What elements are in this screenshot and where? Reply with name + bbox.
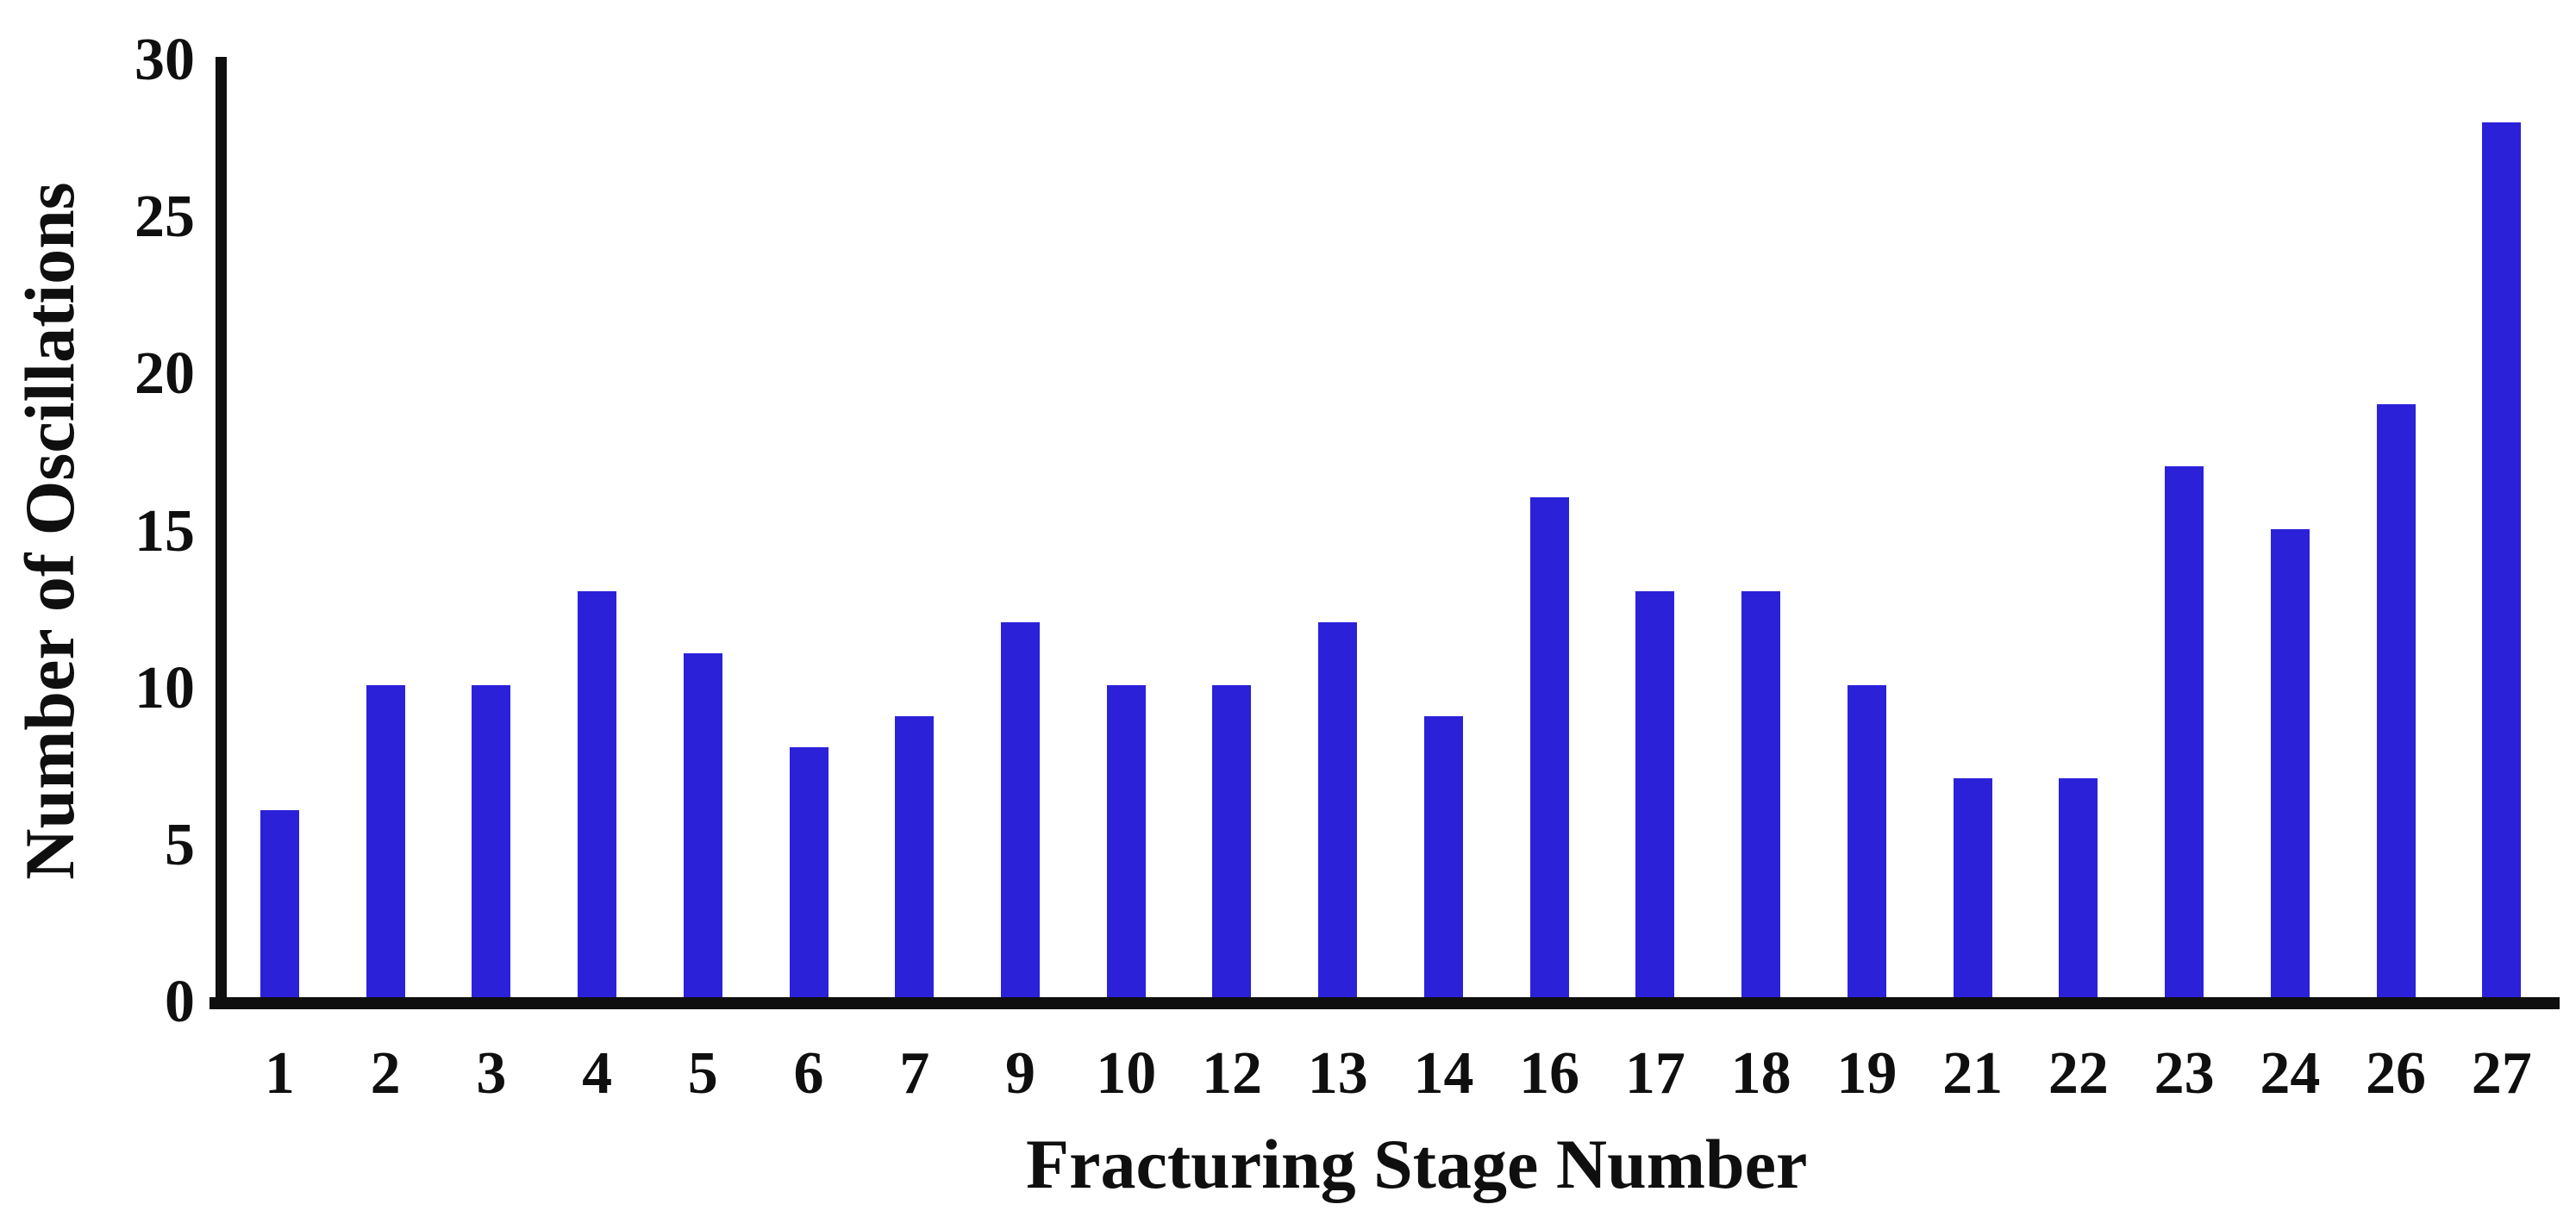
bar-stage-18 bbox=[1741, 590, 1781, 997]
bar-stage-17 bbox=[1635, 590, 1675, 997]
bar-slot bbox=[1179, 60, 1285, 997]
x-tick-label-6: 6 bbox=[793, 1040, 824, 1107]
bar-stage-19 bbox=[1847, 684, 1886, 997]
bar-stage-22 bbox=[2059, 778, 2098, 997]
bar-slot bbox=[861, 60, 967, 997]
bar-slot bbox=[2025, 60, 2131, 997]
bar-slot bbox=[2448, 60, 2554, 997]
x-tick-label-23: 23 bbox=[2154, 1040, 2215, 1107]
bar-slot bbox=[1603, 60, 1709, 997]
bar-stage-23 bbox=[2165, 466, 2204, 997]
bar-stage-9 bbox=[1001, 622, 1040, 997]
bar-stage-2 bbox=[366, 684, 405, 997]
bar-stage-13 bbox=[1318, 622, 1358, 997]
bar-slot bbox=[333, 60, 439, 997]
bar-stage-4 bbox=[578, 590, 617, 997]
x-tick-label-16: 16 bbox=[1519, 1040, 1580, 1107]
bar-stage-5 bbox=[683, 653, 722, 997]
bar-slot bbox=[2237, 60, 2343, 997]
bar-slot bbox=[650, 60, 756, 997]
x-tick-label-3: 3 bbox=[476, 1040, 507, 1107]
x-tick-label-12: 12 bbox=[1201, 1040, 1262, 1107]
bar-stage-3 bbox=[472, 684, 511, 997]
y-axis-tick-labels: 0 5 10 15 20 25 30 bbox=[0, 0, 195, 1223]
bar-stage-12 bbox=[1212, 684, 1252, 997]
x-tick-label-1: 1 bbox=[264, 1040, 295, 1107]
bar-slot bbox=[1391, 60, 1497, 997]
bar-stage-7 bbox=[895, 715, 935, 997]
bar-slot bbox=[1497, 60, 1603, 997]
y-tick-label-25: 25 bbox=[134, 184, 195, 251]
bar-stage-24 bbox=[2270, 528, 2310, 997]
x-tick-label-19: 19 bbox=[1836, 1040, 1898, 1107]
x-tick-label-5: 5 bbox=[687, 1040, 718, 1107]
bar-slot bbox=[1920, 60, 2026, 997]
x-tick-label-17: 17 bbox=[1624, 1040, 1685, 1107]
bar-slot bbox=[2343, 60, 2449, 997]
x-tick-label-24: 24 bbox=[2260, 1040, 2321, 1107]
bar-stage-14 bbox=[1423, 715, 1463, 997]
x-tick-label-22: 22 bbox=[2048, 1040, 2109, 1107]
x-tick-label-4: 4 bbox=[582, 1040, 613, 1107]
x-tick-label-27: 27 bbox=[2471, 1040, 2532, 1107]
bar-stage-26 bbox=[2376, 403, 2416, 997]
bar-stage-27 bbox=[2482, 122, 2522, 997]
bar-slot bbox=[967, 60, 1073, 997]
x-tick-label-2: 2 bbox=[370, 1040, 401, 1107]
y-tick-label-5: 5 bbox=[165, 811, 195, 878]
bar-slot bbox=[1285, 60, 1391, 997]
bar-slot bbox=[1708, 60, 1814, 997]
x-tick-label-7: 7 bbox=[899, 1040, 930, 1107]
bar-stage-21 bbox=[1953, 778, 1992, 997]
y-axis-line bbox=[216, 57, 227, 1008]
bar-stage-1 bbox=[259, 809, 299, 997]
x-tick-label-13: 13 bbox=[1307, 1040, 1368, 1107]
bar-slot bbox=[2131, 60, 2237, 997]
y-tick-label-20: 20 bbox=[134, 340, 195, 408]
y-tick-label-10: 10 bbox=[134, 654, 195, 721]
bar-stage-6 bbox=[789, 747, 828, 997]
x-axis-line bbox=[209, 997, 2560, 1009]
bar-slot bbox=[227, 60, 333, 997]
bar-stage-10 bbox=[1106, 684, 1146, 997]
bar-slot bbox=[544, 60, 650, 997]
bar-slot bbox=[756, 60, 862, 997]
bars-container bbox=[227, 60, 2554, 997]
x-axis-tick-labels: 1 2 3 4 5 6 7 9 10 12 13 14 16 17 18 19 21 22 23 24 26 27 bbox=[227, 1031, 2554, 1117]
x-axis-title: Fracturing Stage Number bbox=[1026, 1125, 1808, 1203]
x-tick-label-18: 18 bbox=[1730, 1040, 1791, 1107]
x-tick-label-9: 9 bbox=[1005, 1040, 1035, 1107]
x-tick-label-21: 21 bbox=[1942, 1040, 2004, 1107]
bar-slot bbox=[438, 60, 544, 997]
y-tick-label-15: 15 bbox=[134, 497, 195, 565]
x-tick-label-14: 14 bbox=[1413, 1040, 1474, 1107]
x-tick-label-26: 26 bbox=[2366, 1040, 2427, 1107]
bar-slot bbox=[1073, 60, 1179, 997]
x-tick-label-10: 10 bbox=[1096, 1040, 1157, 1107]
bar-stage-16 bbox=[1529, 497, 1569, 997]
y-tick-label-30: 30 bbox=[134, 27, 195, 94]
y-tick-label-0: 0 bbox=[165, 969, 195, 1035]
bar-slot bbox=[1814, 60, 1920, 997]
